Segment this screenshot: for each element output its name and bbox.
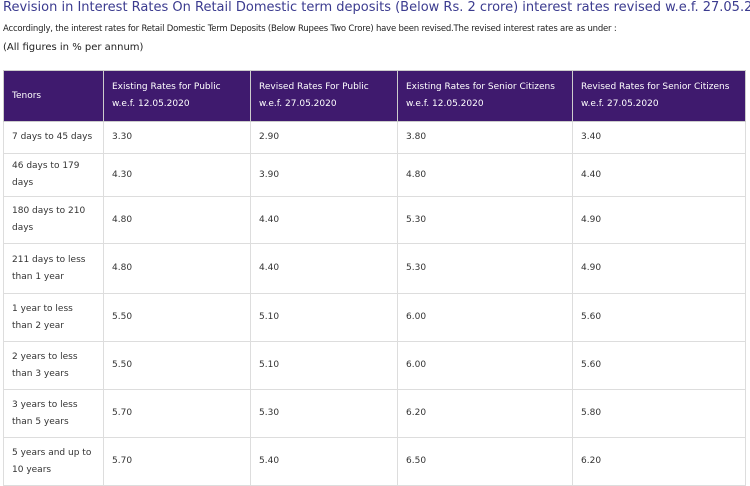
tenor-cell: 3 years to less than 5 years: [3, 389, 104, 438]
tenor-cell: 211 days to less than 1 year: [3, 243, 104, 294]
table-row: 5 years and up to 10 years 5.70 5.40 6.50 6.…: [3, 437, 746, 486]
rate-cell: 3.40: [572, 121, 746, 154]
tenor-cell: 2 years to less than 3 years: [3, 341, 104, 390]
table-row: 2 years to less than 3 years 5.50 5.10 6.00…: [3, 341, 746, 390]
rate-cell: 5.60: [572, 293, 746, 342]
rate-cell: 5.80: [572, 389, 746, 438]
column-header: Revised Rates for Senior Citizens w.e.f.…: [572, 70, 746, 122]
table-row: 7 days to 45 days 3.30 2.90 3.80 3.40: [3, 121, 746, 154]
rate-cell: 5.10: [250, 293, 398, 342]
rate-cell: 5.30: [397, 243, 573, 294]
tenor-cell: 180 days to 210 days: [3, 196, 104, 244]
table-row: 1 year to less than 2 year 5.50 5.10 6.00 5.…: [3, 293, 746, 342]
rate-cell: 3.80: [397, 121, 573, 154]
table-row: 3 years to less than 5 years 5.70 5.30 6.20…: [3, 389, 746, 438]
table-body: 7 days to 45 days 3.30 2.90 3.80 3.40 46 days…: [3, 121, 746, 486]
column-header: Existing Rates for Senior Citizens w.e.f…: [397, 70, 573, 122]
rate-cell: 3.30: [103, 121, 251, 154]
rate-cell: 5.60: [572, 341, 746, 390]
column-header: Existing Rates for Public w.e.f. 12.05.2…: [103, 70, 251, 122]
table-row: 180 days to 210 days 4.80 4.40 5.30 4.90: [3, 196, 746, 244]
rate-cell: 4.80: [103, 243, 251, 294]
tenor-cell: 7 days to 45 days: [3, 121, 104, 154]
rate-cell: 3.90: [250, 153, 398, 197]
rate-cell: 4.80: [103, 196, 251, 244]
note-text: (All figures in % per annum): [3, 42, 144, 53]
rate-cell: 5.70: [103, 437, 251, 486]
column-header: Revised Rates For Public w.e.f. 27.05.20…: [250, 70, 398, 122]
rate-cell: 5.70: [103, 389, 251, 438]
rate-cell: 6.20: [397, 389, 573, 438]
tenor-cell: 5 years and up to 10 years: [3, 437, 104, 486]
rates-table: Tenors Existing Rates for Public w.e.f. 1…: [3, 70, 746, 486]
rate-cell: 4.40: [250, 243, 398, 294]
rate-cell: 4.40: [250, 196, 398, 244]
rate-cell: 4.90: [572, 243, 746, 294]
rate-cell: 6.20: [572, 437, 746, 486]
column-header: Tenors: [3, 70, 104, 122]
rate-cell: 6.00: [397, 293, 573, 342]
rate-cell: 4.80: [397, 153, 573, 197]
header-row: Tenors Existing Rates for Public w.e.f. 1…: [3, 70, 746, 122]
intro-text: Accordingly, the interest rates for Reta…: [3, 24, 617, 34]
rate-cell: 5.50: [103, 293, 251, 342]
table-row: 211 days to less than 1 year 4.80 4.40 5.30…: [3, 243, 746, 294]
rate-cell: 6.00: [397, 341, 573, 390]
rate-cell: 6.50: [397, 437, 573, 486]
rate-cell: 4.40: [572, 153, 746, 197]
tenor-cell: 46 days to 179 days: [3, 153, 104, 197]
table-row: 46 days to 179 days 4.30 3.90 4.80 4.40: [3, 153, 746, 197]
rate-cell: 5.30: [250, 389, 398, 438]
rate-cell: 4.90: [572, 196, 746, 244]
tenor-cell: 1 year to less than 2 year: [3, 293, 104, 342]
rate-cell: 4.30: [103, 153, 251, 197]
rate-cell: 5.10: [250, 341, 398, 390]
rate-cell: 2.90: [250, 121, 398, 154]
page-title: Revision in Interest Rates On Retail Dom…: [3, 0, 750, 15]
rate-cell: 5.50: [103, 341, 251, 390]
rate-cell: 5.40: [250, 437, 398, 486]
rate-cell: 5.30: [397, 196, 573, 244]
